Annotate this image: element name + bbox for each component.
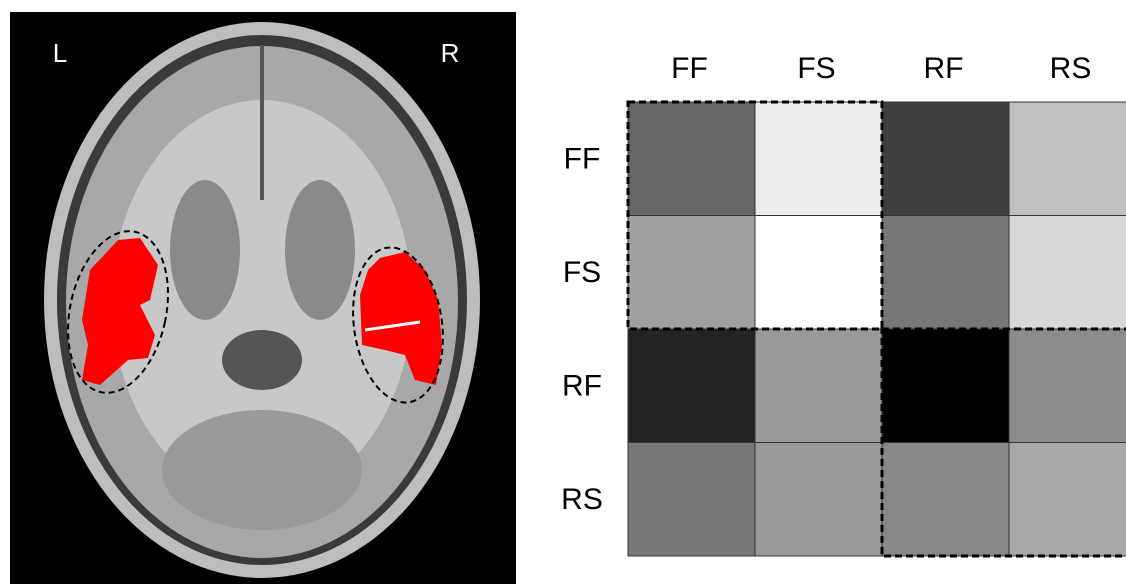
column-label: FS (797, 52, 835, 85)
matrix-cell (882, 329, 1009, 443)
matrix-cell (755, 329, 882, 443)
matrix-cell (882, 102, 1009, 216)
cerebellum (162, 410, 362, 530)
matrix-cell (882, 443, 1009, 557)
row-label: RF (562, 370, 602, 403)
mri-image: L R (10, 12, 516, 584)
matrix-cell (628, 102, 755, 216)
matrix-cell (1009, 329, 1126, 443)
column-label: RS (1050, 52, 1092, 85)
matrix-cell (628, 216, 755, 330)
matrix-cell (628, 443, 755, 557)
figure: L R FF FS RF RS FF FS RF RS (0, 0, 1126, 584)
midbrain (222, 330, 302, 390)
matrix-cell (1009, 216, 1126, 330)
row-label: FS (563, 256, 601, 289)
matrix-cell (755, 102, 882, 216)
row-label: FF (564, 143, 601, 176)
column-label: FF (671, 52, 708, 85)
right-label: R (441, 38, 460, 68)
nucleus-left (170, 180, 240, 320)
matrix-cell (628, 329, 755, 443)
matrix-cell (755, 443, 882, 557)
column-label: RF (924, 52, 964, 85)
left-label: L (53, 38, 67, 68)
row-label: RS (561, 483, 603, 516)
matrix-cell (1009, 102, 1126, 216)
matrix-cell (882, 216, 1009, 330)
nucleus-right (285, 180, 355, 320)
matrix-cell (1009, 443, 1126, 557)
matrix-cell (755, 216, 882, 330)
similarity-matrix: FF FS RF RS FF FS RF RS (561, 52, 1126, 556)
page: L R FFFSRFRSFFFSRFRS (() => { const data… (0, 0, 1126, 584)
